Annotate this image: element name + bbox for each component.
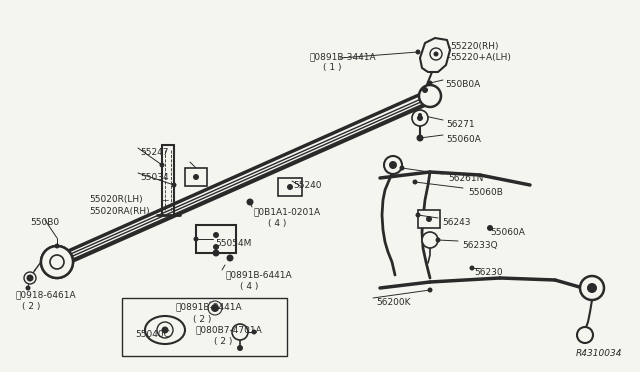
- Text: 56261N: 56261N: [448, 174, 483, 183]
- Circle shape: [422, 87, 428, 93]
- Circle shape: [419, 85, 441, 107]
- Circle shape: [26, 275, 33, 282]
- Text: 55034: 55034: [140, 173, 168, 182]
- Bar: [185, 168, 207, 186]
- Circle shape: [384, 156, 402, 174]
- Circle shape: [470, 266, 474, 270]
- Circle shape: [389, 161, 397, 169]
- Text: 550B0A: 550B0A: [445, 80, 480, 89]
- Circle shape: [428, 288, 433, 292]
- Circle shape: [157, 322, 173, 338]
- Circle shape: [577, 327, 593, 343]
- Circle shape: [415, 49, 420, 55]
- Text: ( 2 ): ( 2 ): [214, 337, 232, 346]
- Circle shape: [417, 135, 424, 141]
- Circle shape: [161, 327, 168, 334]
- Circle shape: [50, 255, 64, 269]
- Text: ⓝ0891B-6441A: ⓝ0891B-6441A: [225, 270, 292, 279]
- Text: 56243: 56243: [442, 218, 470, 227]
- Text: 55060A: 55060A: [446, 135, 481, 144]
- Circle shape: [41, 246, 73, 278]
- Circle shape: [426, 216, 432, 222]
- Text: ( 2 ): ( 2 ): [22, 302, 40, 311]
- Circle shape: [237, 345, 243, 351]
- Text: 55020R(LH): 55020R(LH): [89, 195, 143, 204]
- Text: ( 1 ): ( 1 ): [323, 63, 342, 72]
- Circle shape: [430, 48, 442, 60]
- Circle shape: [193, 237, 198, 241]
- Circle shape: [580, 276, 604, 300]
- Circle shape: [246, 199, 253, 205]
- Circle shape: [487, 225, 493, 231]
- Circle shape: [422, 232, 438, 248]
- Circle shape: [418, 113, 422, 117]
- Circle shape: [212, 250, 220, 257]
- Bar: [418, 210, 440, 228]
- Circle shape: [24, 272, 36, 284]
- Text: 55054M: 55054M: [215, 239, 252, 248]
- Circle shape: [211, 304, 219, 312]
- Circle shape: [413, 180, 417, 185]
- Text: Ⓑ080B7-4701A: Ⓑ080B7-4701A: [196, 325, 263, 334]
- Text: ( 4 ): ( 4 ): [268, 219, 286, 228]
- Circle shape: [193, 174, 199, 180]
- Text: ⓝ0918-6461A: ⓝ0918-6461A: [15, 290, 76, 299]
- Text: ( 2 ): ( 2 ): [193, 315, 211, 324]
- Circle shape: [399, 166, 404, 170]
- Circle shape: [428, 80, 433, 86]
- Text: R4310034: R4310034: [575, 349, 622, 358]
- Circle shape: [415, 212, 420, 218]
- Text: 55220+A(LH): 55220+A(LH): [450, 53, 511, 62]
- Circle shape: [159, 163, 164, 167]
- Circle shape: [26, 285, 31, 291]
- Circle shape: [587, 283, 597, 293]
- Text: 55240: 55240: [293, 181, 321, 190]
- Text: 55060B: 55060B: [468, 188, 503, 197]
- Circle shape: [54, 244, 60, 248]
- Circle shape: [213, 244, 219, 250]
- Text: 56200K: 56200K: [376, 298, 410, 307]
- Text: ⓝ0B1A1-0201A: ⓝ0B1A1-0201A: [253, 207, 320, 216]
- Circle shape: [433, 51, 438, 57]
- Text: ⓝ0891B-3441A: ⓝ0891B-3441A: [175, 302, 242, 311]
- Text: 55060A: 55060A: [490, 228, 525, 237]
- Circle shape: [208, 301, 222, 315]
- Bar: [196, 225, 236, 253]
- Text: 56271: 56271: [446, 120, 475, 129]
- Circle shape: [417, 115, 423, 121]
- Circle shape: [435, 237, 440, 243]
- Circle shape: [287, 184, 293, 190]
- Circle shape: [412, 110, 428, 126]
- Text: 56233Q: 56233Q: [462, 241, 498, 250]
- Ellipse shape: [145, 316, 185, 344]
- Circle shape: [172, 183, 177, 187]
- Circle shape: [41, 246, 73, 278]
- Text: ⓝ0891B-3441A: ⓝ0891B-3441A: [310, 52, 376, 61]
- Circle shape: [232, 324, 248, 340]
- Text: 550B0: 550B0: [30, 218, 59, 227]
- Circle shape: [213, 232, 219, 238]
- Text: 55220(RH): 55220(RH): [450, 42, 499, 51]
- Text: 55020RA(RH): 55020RA(RH): [89, 207, 150, 216]
- Bar: [122, 298, 287, 356]
- Text: 55040C: 55040C: [135, 330, 170, 339]
- Bar: [278, 178, 302, 196]
- Text: 56230: 56230: [474, 268, 502, 277]
- Text: ( 4 ): ( 4 ): [240, 282, 259, 291]
- Circle shape: [252, 330, 257, 334]
- Text: 55247: 55247: [140, 148, 168, 157]
- Circle shape: [227, 254, 234, 262]
- Circle shape: [50, 255, 64, 269]
